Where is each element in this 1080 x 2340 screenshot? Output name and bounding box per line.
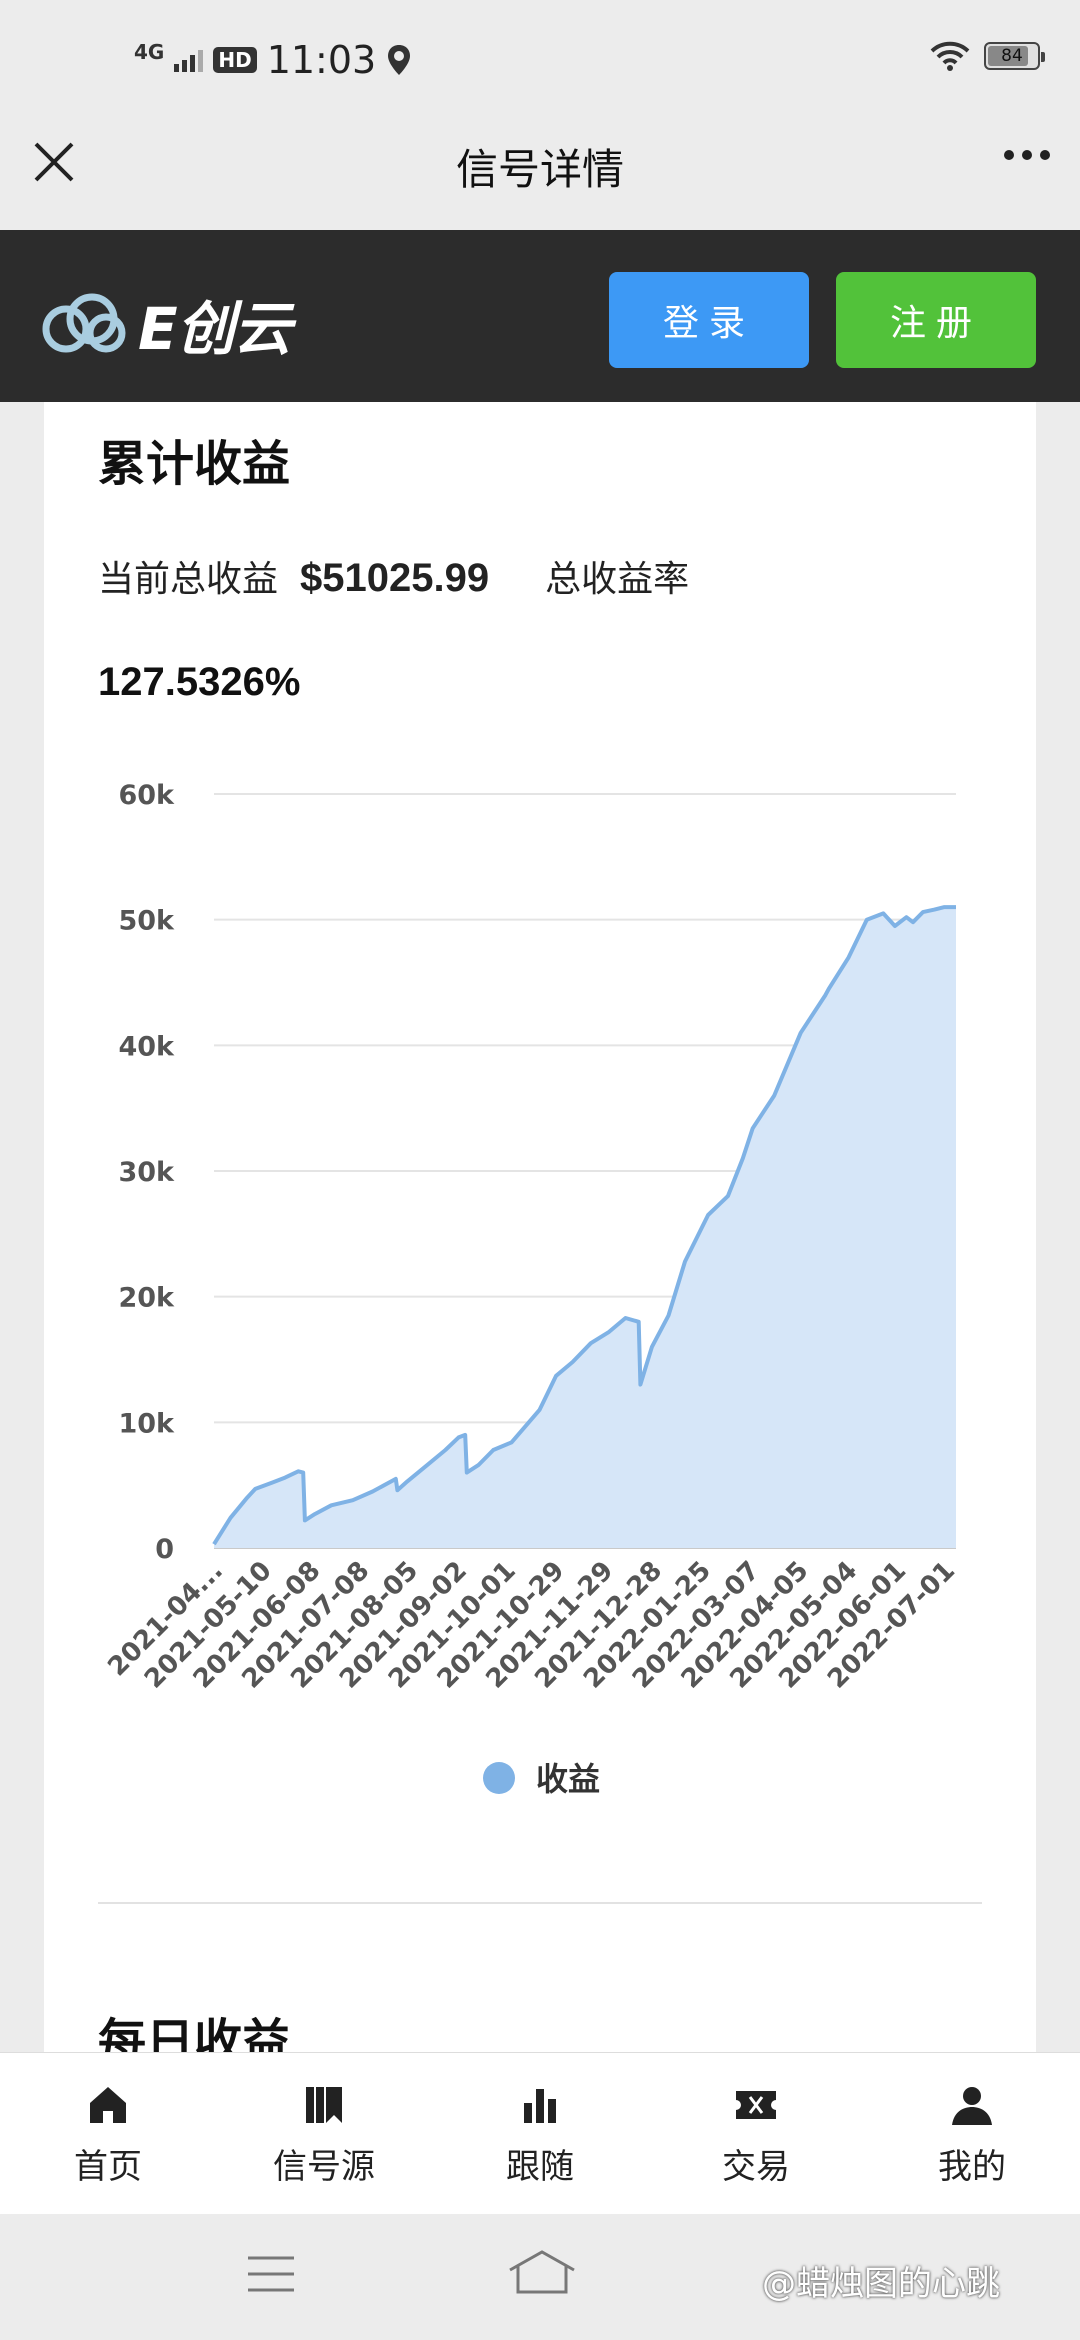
location-icon <box>388 45 411 75</box>
system-nav-bar: @蜡烛图的心跳 <box>0 2214 1080 2340</box>
series-line <box>212 905 956 1546</box>
y-tick-label: 10k <box>118 1408 175 1439</box>
battery-fill <box>988 46 1029 66</box>
y-tick-label: 50k <box>118 906 175 937</box>
ticket-icon <box>736 2091 776 2119</box>
tab-label: 我的 <box>938 2147 1006 2187</box>
battery-level: 84 <box>1001 46 1023 66</box>
tab-label: 首页 <box>74 2147 142 2187</box>
tab-label: 交易 <box>722 2147 790 2187</box>
section-title: 累计收益 <box>98 436 291 492</box>
tab-label: 跟随 <box>506 2147 574 2187</box>
register-button[interactable]: 注册 <box>836 272 1036 368</box>
logo-text: E创云 <box>138 295 292 363</box>
more-icon[interactable] <box>1004 150 1050 160</box>
wifi-icon <box>930 41 970 71</box>
tab-home[interactable]: 首页 <box>0 2053 216 2214</box>
tab-label: 信号源 <box>273 2147 375 2187</box>
total-rate-value: 127.5326% <box>98 660 301 704</box>
content-card: 累计收益 当前总收益 $51025.99 总收益率 127.5326% 0 10k… <box>44 402 1036 2070</box>
signal-icon <box>174 48 204 72</box>
home-nav-icon[interactable] <box>506 2248 578 2296</box>
clock: 11:03 <box>266 38 377 82</box>
profit-row: 当前总收益 $51025.99 总收益率 <box>98 550 689 602</box>
series-area <box>214 907 956 1548</box>
watermark: @蜡烛图的心跳 <box>762 2264 1000 2304</box>
y-tick-label: 40k <box>118 1031 175 1062</box>
page-title: 信号详情 <box>455 145 624 194</box>
home-icon <box>90 2087 126 2123</box>
close-icon[interactable] <box>30 138 78 186</box>
legend-marker <box>483 1762 515 1794</box>
tab-mine[interactable]: 我的 <box>864 2053 1080 2214</box>
y-tick-label: 60k <box>118 780 175 811</box>
total-profit-label: 当前总收益 <box>98 559 279 600</box>
status-right: 84 <box>930 40 1045 72</box>
divider <box>98 1902 982 1904</box>
tab-follow[interactable]: 跟随 <box>432 2053 648 2214</box>
y-tick-label: 30k <box>118 1157 175 1188</box>
hd-badge: HD <box>213 47 257 73</box>
bar-chart-icon <box>524 2089 556 2123</box>
y-tick-label: 0 <box>155 1534 174 1565</box>
total-profit-value: $51025.99 <box>300 556 490 600</box>
tab-signal-source[interactable]: 信号源 <box>216 2053 432 2214</box>
total-rate-label: 总收益率 <box>545 559 690 600</box>
menu-icon[interactable] <box>246 2254 296 2294</box>
login-button[interactable]: 登录 <box>609 272 809 368</box>
status-bar: 4G HD 11:03 84 <box>0 0 1080 120</box>
nav-bar <box>0 120 1080 230</box>
brand-header: E创云 登录 注册 <box>0 230 1080 402</box>
logo: E创云 <box>40 282 292 366</box>
tab-bar: 首页 信号源 跟随 交易 我的 <box>0 2052 1080 2214</box>
tab-trade[interactable]: 交易 <box>648 2053 864 2214</box>
battery-icon: 84 <box>984 42 1045 70</box>
status-left: 4G HD 11:03 <box>134 36 412 84</box>
legend-label: 收益 <box>536 1760 600 1798</box>
cumulative-profit-chart: 010k20k30k40k50k60k2021-04...2021-05-102… <box>102 780 961 1798</box>
user-icon <box>952 2087 992 2125</box>
network-label: 4G <box>134 40 165 64</box>
y-tick-label: 20k <box>118 1283 175 1314</box>
cloud-logo-icon <box>42 293 126 353</box>
signal-source-icon <box>306 2087 342 2123</box>
